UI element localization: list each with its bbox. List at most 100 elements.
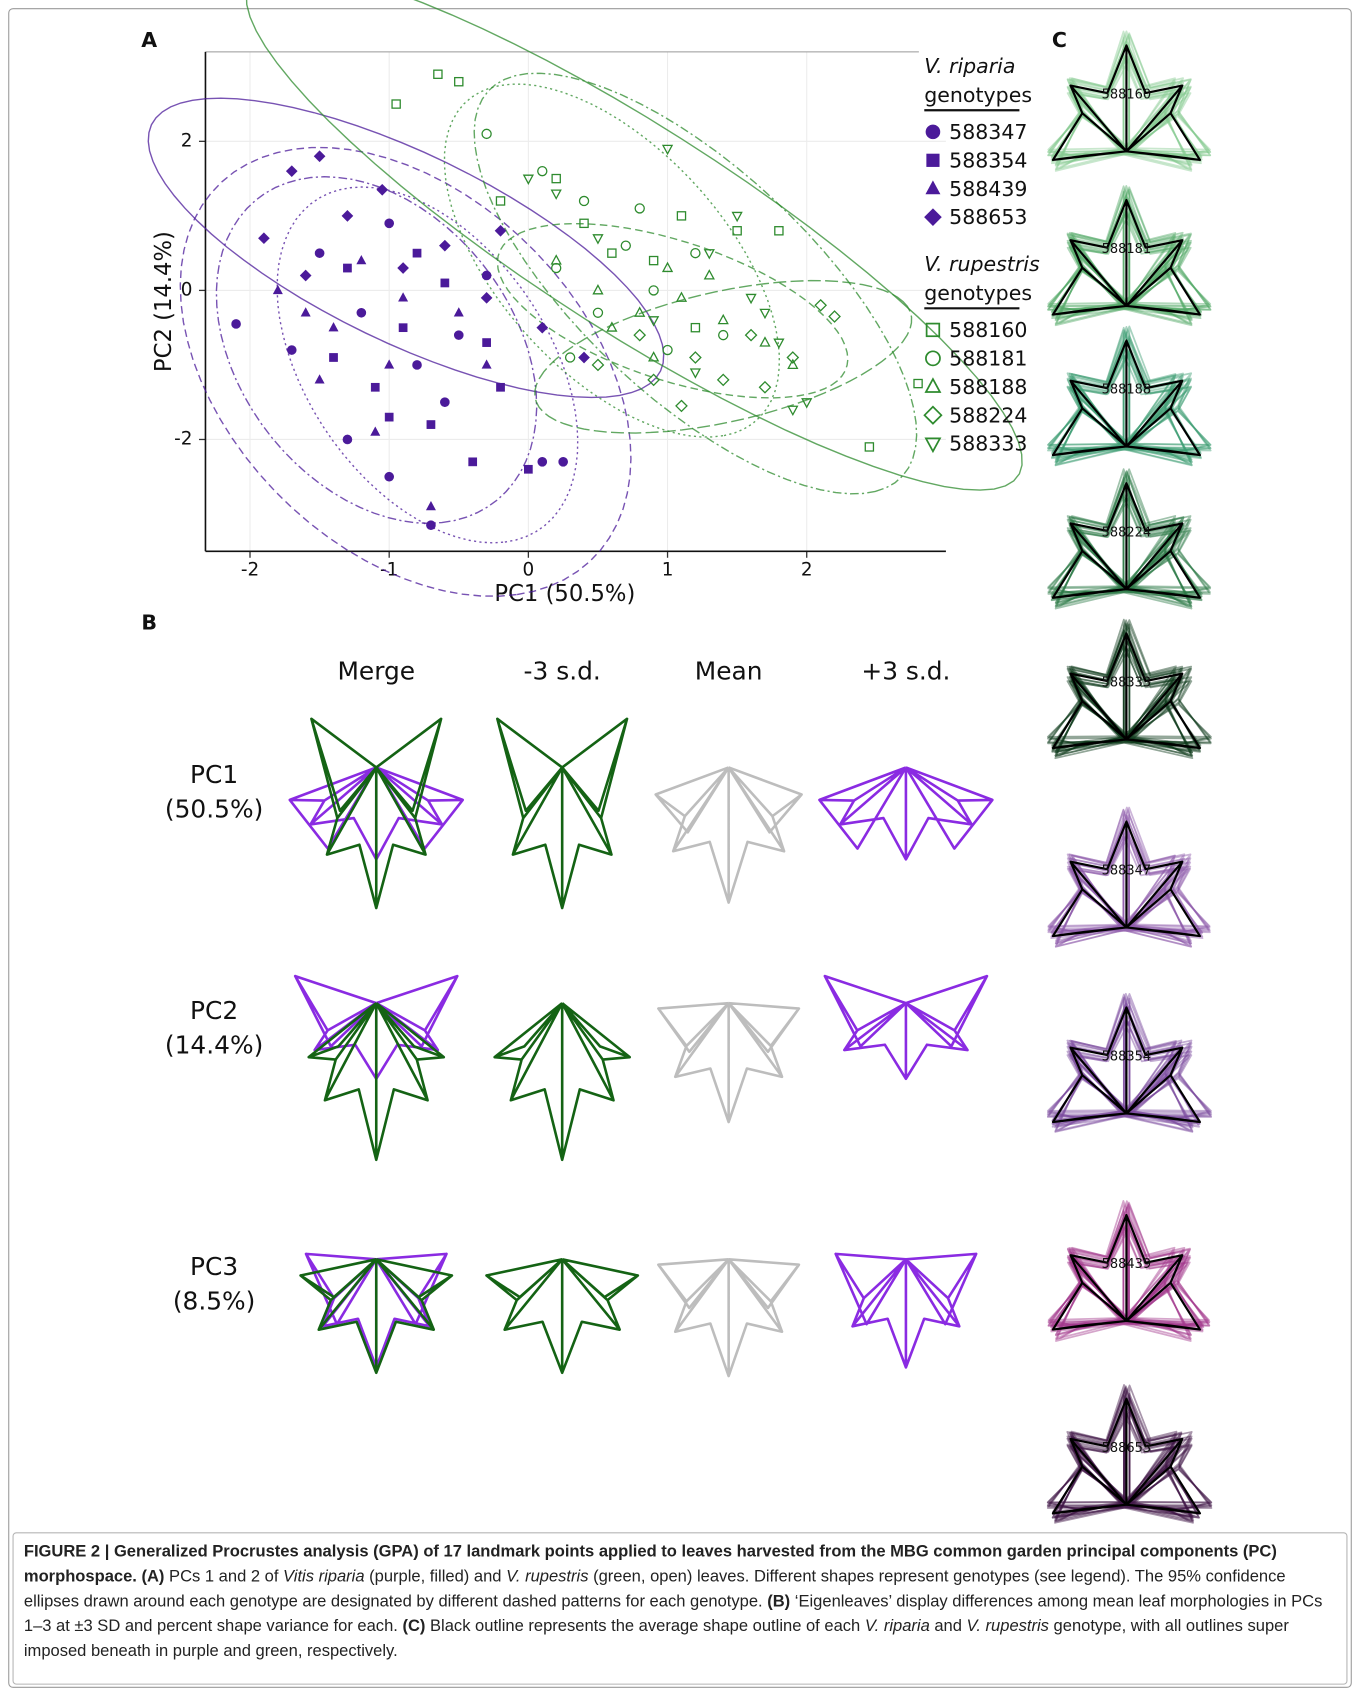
data-point xyxy=(426,502,435,510)
data-point xyxy=(469,458,477,466)
legend-subtitle: genotypes xyxy=(924,281,1032,305)
data-point xyxy=(385,413,393,421)
data-point xyxy=(315,375,324,383)
legend-label: 588347 xyxy=(949,120,1027,144)
data-point xyxy=(677,212,685,220)
data-point xyxy=(552,175,560,183)
data-point xyxy=(719,315,728,323)
data-point xyxy=(635,204,644,213)
data-point xyxy=(733,212,742,220)
data-point xyxy=(524,465,532,473)
data-point xyxy=(705,250,714,258)
leaf-label: 588188 xyxy=(1102,383,1152,398)
data-point xyxy=(385,472,394,481)
legend-title: V. riparia xyxy=(924,54,1015,78)
data-point xyxy=(385,360,394,368)
legend-label: 588653 xyxy=(949,205,1027,229)
leaf-label: 588333 xyxy=(1102,676,1152,691)
x-tick-label: 1 xyxy=(662,560,674,581)
panel-label: A xyxy=(141,28,157,52)
caption-text: (B) xyxy=(767,1592,790,1610)
data-point xyxy=(329,323,338,331)
data-point xyxy=(538,167,547,176)
data-point xyxy=(552,190,561,198)
leaf-label: 588181 xyxy=(1102,242,1152,257)
legend-marker xyxy=(926,125,940,139)
leaf-label: 588354 xyxy=(1102,1050,1152,1065)
caption-holder: FIGURE 2 | Generalized Procrustes analys… xyxy=(24,1539,1338,1684)
caption-text: and xyxy=(930,1617,967,1635)
data-point xyxy=(454,331,463,340)
data-point xyxy=(399,324,407,332)
data-point xyxy=(496,383,504,391)
confidence-ellipse xyxy=(216,177,536,524)
caption-text: Black outline represents the average sha… xyxy=(425,1617,864,1635)
data-point xyxy=(746,330,757,341)
data-point xyxy=(371,427,380,435)
page: { "panel_labels": ["A", "B", "C"], "char… xyxy=(0,0,1360,1696)
leaf-label: 588653 xyxy=(1102,1441,1152,1456)
data-point xyxy=(301,308,310,316)
data-point xyxy=(649,317,658,325)
leaf-outline xyxy=(825,976,987,1079)
legend-marker xyxy=(927,154,940,167)
data-point xyxy=(399,293,408,301)
data-point xyxy=(650,257,658,265)
x-tick-label: 0 xyxy=(523,560,535,581)
data-point xyxy=(343,264,351,272)
caption-text: V. rupestris xyxy=(967,1617,1049,1635)
caption-text: Vitis riparia xyxy=(283,1567,364,1585)
panel-label: C xyxy=(1052,28,1067,52)
data-point xyxy=(440,398,449,407)
legend-label: 588188 xyxy=(949,375,1027,399)
data-point xyxy=(343,435,352,444)
leaf-outline xyxy=(656,767,802,902)
data-point xyxy=(760,338,769,346)
leaf-label: 588347 xyxy=(1102,864,1152,879)
data-point xyxy=(691,249,700,258)
x-tick-label: -2 xyxy=(241,560,259,581)
data-point xyxy=(663,145,672,153)
data-point xyxy=(552,264,561,273)
y-axis-title: PC2 (14.4%) xyxy=(151,231,177,372)
data-point xyxy=(579,352,590,363)
data-point xyxy=(552,256,561,264)
data-point xyxy=(426,521,435,530)
data-point xyxy=(815,300,826,311)
row-label: PC2 xyxy=(190,996,238,1025)
data-point xyxy=(788,406,797,414)
data-point xyxy=(495,225,506,236)
data-point xyxy=(392,100,400,108)
row-label: PC3 xyxy=(190,1252,238,1281)
caption-text: (A) xyxy=(141,1567,164,1585)
legend-label: 588354 xyxy=(949,148,1027,172)
leaf-outline xyxy=(497,719,627,908)
data-point xyxy=(579,196,588,205)
legend-marker xyxy=(926,438,940,451)
leaf-outline xyxy=(301,1259,452,1372)
data-point xyxy=(357,308,366,317)
data-point xyxy=(676,400,687,411)
confidence-ellipse xyxy=(474,73,916,493)
data-point xyxy=(691,324,699,332)
data-point xyxy=(802,399,811,407)
legend-marker xyxy=(925,209,942,226)
data-point xyxy=(760,382,771,393)
data-point xyxy=(357,256,366,264)
data-point xyxy=(663,345,672,354)
data-point xyxy=(829,311,840,322)
data-point xyxy=(329,353,337,361)
data-point xyxy=(314,151,325,162)
data-point xyxy=(258,233,269,244)
data-point xyxy=(481,292,492,303)
data-point xyxy=(719,331,728,340)
data-point xyxy=(427,420,435,428)
confidence-ellipse xyxy=(535,281,912,433)
data-point xyxy=(287,345,296,354)
data-point xyxy=(566,353,575,362)
panel-label: B xyxy=(141,611,157,635)
caption-text: V. rupestris xyxy=(506,1567,588,1585)
data-point xyxy=(677,293,686,301)
caption-text: V. riparia xyxy=(865,1617,930,1635)
data-point xyxy=(385,219,394,228)
